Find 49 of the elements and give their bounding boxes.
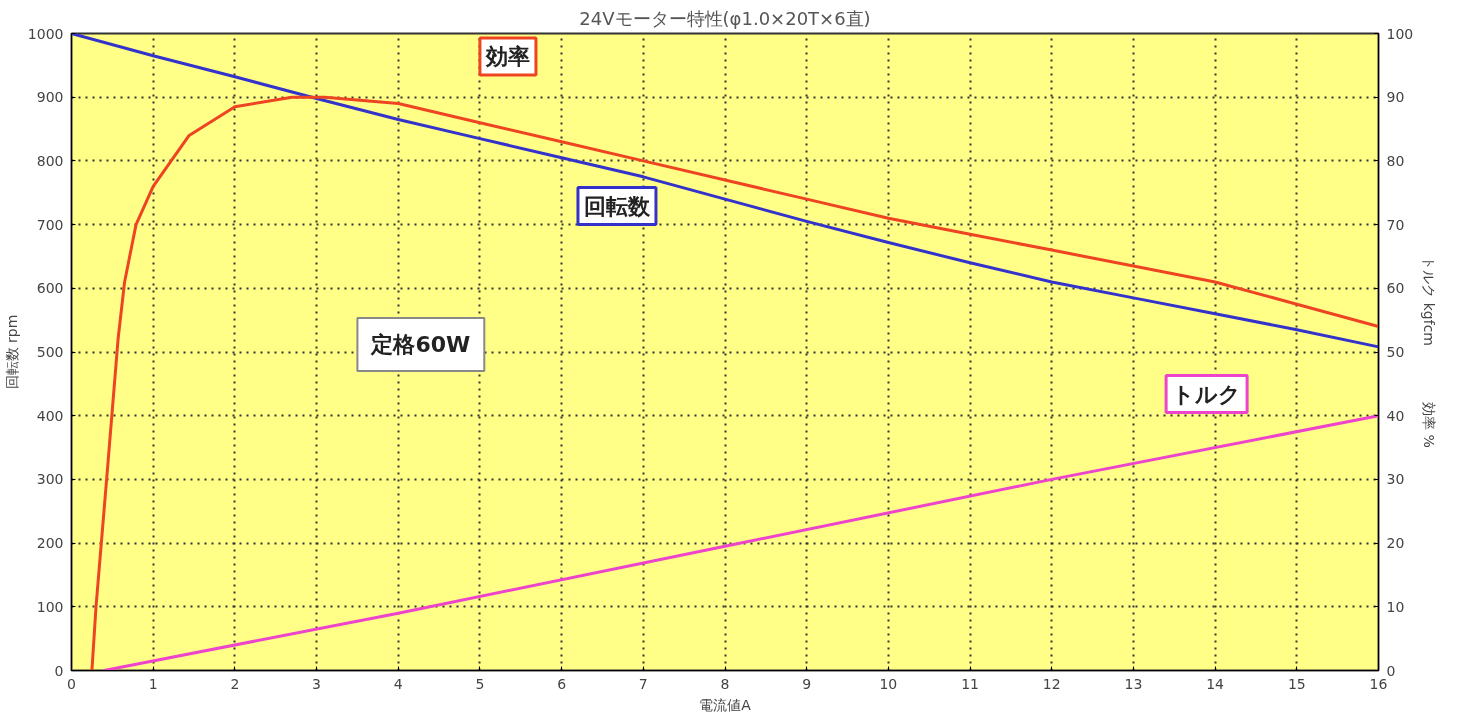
series-label: 回転数 [583,193,651,219]
x-tick-label: 6 [557,675,567,692]
line-series [102,414,1379,671]
x-tick-label: 16 [1369,675,1388,692]
x-tick-label: 3 [312,675,322,692]
y-tick-label: 400 [36,407,64,424]
y2-tick-label: 90 [1386,89,1405,106]
x-tick-label: 14 [1206,675,1225,692]
x-tick-label: 12 [1042,675,1061,692]
line-series [90,95,1379,671]
x-tick-label: 7 [638,675,648,692]
y-tick-label: 700 [36,216,64,233]
y-tick-label: 800 [36,152,64,169]
y-tick-label: 600 [36,280,64,297]
y2-tick-label: 50 [1386,344,1405,360]
annotation: 定格60W [370,332,471,358]
y-axis-title: 回転数 rpm [3,314,20,390]
y2-tick-label: 60 [1386,280,1405,297]
x-tick-label: 2 [230,675,240,692]
y-tick-label: 1000 [27,25,64,42]
text: 効率 [484,43,530,69]
y2-tick-label: 10 [1386,598,1405,615]
y-tick-label: 900 [36,89,64,106]
y2-axis-title: トルク kgfcm 効率 % [1421,256,1438,448]
x-tick-label: 1 [148,675,158,692]
y-tick-label: 100 [36,598,64,615]
x-tick-label: 0 [67,675,76,692]
y2-tick-label: 80 [1386,152,1405,169]
x-tick-label: 4 [393,675,403,692]
x-tick-label: 9 [802,675,812,692]
x-tick-label: 5 [475,675,485,692]
series-label: トルク [1172,381,1242,407]
y2-tick-label: 0 [1386,662,1396,679]
y2-tick-label: 30 [1386,471,1405,488]
x-tick-label: 8 [720,675,730,692]
y2-tick-label: 70 [1386,216,1405,233]
y-tick-label: 0 [54,662,64,679]
x-tick-label: 11 [961,675,979,692]
y2-tick-label: 100 [1386,25,1414,42]
y-tick-label: 300 [36,471,64,488]
y-tick-label: 500 [36,344,64,360]
x-tick-label: 10 [879,675,898,692]
x-axis-title: 電流値A [699,696,752,713]
y2-tick-label: 20 [1386,535,1405,552]
y2-tick-label: 40 [1386,407,1405,424]
x-tick-label: 13 [1124,675,1143,692]
y-tick-label: 200 [36,535,64,552]
x-tick-label: 15 [1287,675,1306,692]
chart-title: 24Vモーター特性(φ1.0×20T×6直) [579,7,871,29]
